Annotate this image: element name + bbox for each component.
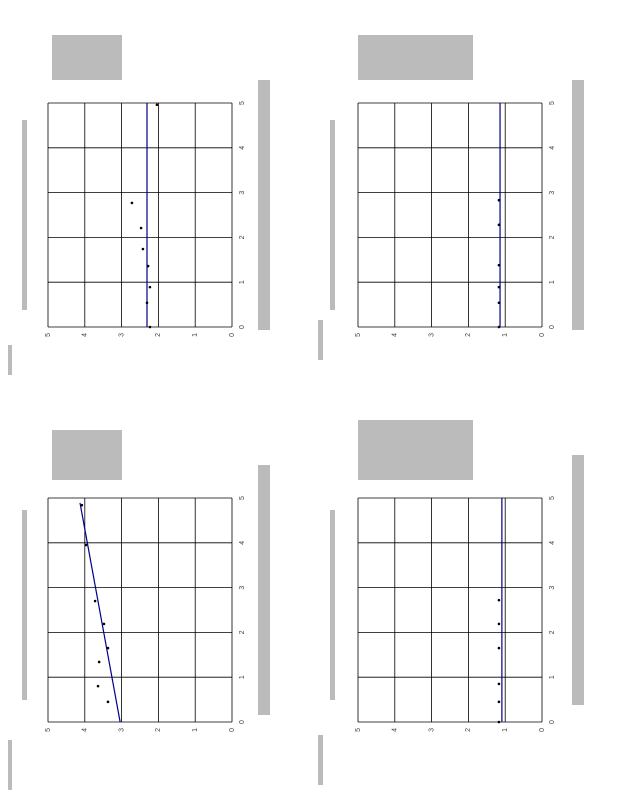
y-tick-label: 0	[229, 728, 236, 732]
caption-text	[22, 120, 27, 310]
data-point	[102, 622, 106, 626]
data-point	[497, 646, 501, 650]
x-tick-label: 3	[549, 586, 556, 590]
y-tick-label: 2	[465, 333, 472, 337]
x-tick-label: 2	[239, 235, 246, 239]
x-tick-label: 4	[239, 146, 246, 150]
y-tick-label: 2	[465, 728, 472, 732]
x-tick-label: 2	[549, 630, 556, 634]
data-point	[497, 682, 501, 686]
x-tick-label: 3	[549, 191, 556, 195]
x-tick-label: 5	[239, 101, 246, 105]
y-tick-label: 4	[82, 333, 89, 337]
data-point	[139, 226, 143, 230]
data-point	[148, 285, 152, 289]
y-tick-label: 3	[428, 728, 435, 732]
x-tick-label: 5	[549, 496, 556, 500]
legend-text	[52, 430, 122, 480]
data-point	[497, 301, 501, 305]
y-tick-label: 5	[45, 333, 52, 337]
margin-text	[8, 740, 12, 790]
x-tick-label: 5	[239, 496, 246, 500]
x-tick-label: 3	[239, 191, 246, 195]
data-point	[148, 325, 152, 329]
x-tick-label: 0	[549, 720, 556, 724]
data-point	[141, 247, 145, 251]
data-point	[497, 720, 501, 724]
legend-text	[358, 35, 473, 80]
y-tick-label: 0	[539, 728, 546, 732]
y-tick-label: 5	[355, 728, 362, 732]
x-tick-label: 3	[239, 586, 246, 590]
x-tick-label: 1	[549, 280, 556, 284]
caption-text	[330, 510, 335, 700]
x-tick-label: 1	[549, 675, 556, 679]
x-tick-label: 4	[239, 541, 246, 545]
data-point	[97, 660, 101, 664]
x-tick-label: 4	[549, 146, 556, 150]
y-tick-label: 2	[155, 333, 162, 337]
y-tick-label: 4	[82, 728, 89, 732]
caption-text	[258, 465, 270, 715]
x-tick-label: 0	[239, 325, 246, 329]
x-tick-label: 1	[239, 280, 246, 284]
y-tick-label: 2	[155, 728, 162, 732]
caption-text	[572, 455, 584, 705]
data-point	[96, 684, 100, 688]
x-tick-label: 0	[549, 325, 556, 329]
x-tick-label: 5	[549, 101, 556, 105]
margin-text	[8, 345, 12, 375]
caption-text	[330, 120, 335, 310]
y-tick-label: 3	[118, 728, 125, 732]
legend-text	[358, 420, 473, 480]
x-tick-label: 1	[239, 675, 246, 679]
y-tick-label: 1	[192, 728, 199, 732]
data-point	[106, 700, 110, 704]
margin-text	[318, 320, 323, 360]
data-point	[497, 325, 501, 329]
y-tick-label: 0	[229, 333, 236, 337]
data-point	[497, 198, 501, 202]
data-point	[497, 263, 501, 267]
y-tick-label: 0	[539, 333, 546, 337]
margin-text	[318, 735, 323, 785]
data-point	[155, 103, 159, 107]
y-tick-label: 4	[392, 333, 399, 337]
data-point	[145, 301, 149, 305]
data-point	[497, 700, 501, 704]
caption-text	[22, 510, 27, 700]
x-tick-label: 0	[239, 720, 246, 724]
data-point	[130, 201, 134, 205]
fit-line	[79, 502, 121, 723]
data-point	[146, 264, 150, 268]
chart: 0 1 2 3 4 5 0 1 2 3 4 5	[355, 496, 556, 732]
y-tick-label: 5	[45, 728, 52, 732]
data-point	[497, 598, 501, 602]
y-tick-label: 3	[118, 333, 125, 337]
y-tick-label: 3	[428, 333, 435, 337]
caption-text	[258, 80, 270, 330]
x-tick-label: 4	[549, 541, 556, 545]
data-point	[80, 503, 84, 507]
x-tick-label: 2	[239, 630, 246, 634]
chart: 0 1 2 3 4 5 0 1 2 3 4 5	[45, 496, 246, 732]
y-tick-label: 1	[192, 333, 199, 337]
data-point	[84, 543, 88, 547]
data-point	[497, 223, 501, 227]
data-point	[93, 599, 97, 603]
data-point	[497, 622, 501, 626]
data-point	[497, 285, 501, 289]
y-tick-label: 4	[392, 728, 399, 732]
chart: 0 1 2 3 4 5 0 1 2 3 4 5	[355, 101, 556, 337]
data-point	[106, 646, 110, 650]
caption-text	[572, 80, 584, 330]
y-tick-label: 1	[502, 333, 509, 337]
y-tick-label: 1	[502, 728, 509, 732]
x-tick-label: 2	[549, 235, 556, 239]
y-tick-label: 5	[355, 333, 362, 337]
legend-text	[52, 35, 122, 80]
chart: 0 1 2 3 4 5 0 1 2 3 4 5	[45, 101, 246, 337]
